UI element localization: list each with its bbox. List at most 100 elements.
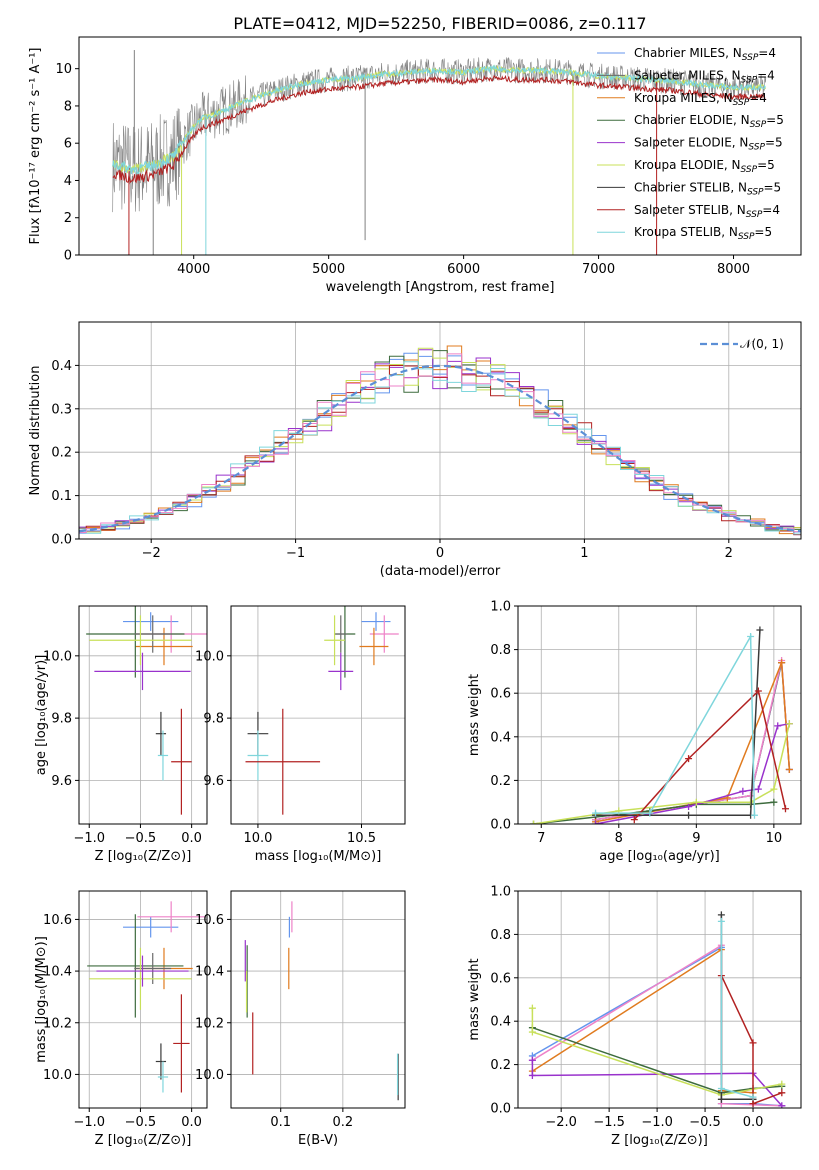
y-tick-label: 10.0 [43,649,72,664]
weight-vs-metallicity-panel: −2.0 −1.5 −1.0 −0.5 0.0 0.0 0.2 0.4 0.6 0.8 1.0 Z [… [467,885,802,1148]
y-tick-label: 10.4 [43,965,72,980]
age-vs-metallicity-panel: −1.0 −0.5 0.0 9.6 9.8 10.0 Z [log₁₀(Z/Z⊙)] age … [34,605,208,864]
weight-marker [685,755,693,763]
x-axis-label: Z [log₁₀(Z/Z⊙)] [611,1133,708,1148]
weight-marker [528,1071,536,1079]
x-tick-label: 8 [615,831,623,846]
x-tick-label: 2 [725,546,733,561]
weight-marker [774,722,782,730]
y-axis-label: age [log₁₀(age/yr)] [34,655,49,776]
legend-label: Salpeter STELIB, NSSP=4 [634,203,780,220]
plot-frame [230,605,406,825]
figure-title: PLATE=0412, MJD=52250, FIBERID=0086, z=0… [233,14,646,33]
x-tick-label: 5000 [312,262,345,277]
y-tick-label: 0.8 [490,928,511,943]
residuals-panel: −2 −1 0 1 2 0.0 0.1 0.2 0.3 0.4 (data-model)/error… [28,321,802,579]
y-tick-label: 0.0 [490,1102,511,1117]
weight-vs-age-panel: 7 8 9 10 0.0 0.2 0.4 0.6 0.8 1.0 age [log₁₀(age/yr… [467,600,802,864]
plot-frame [78,890,208,1109]
model-fit-line [112,74,766,184]
weight-marker [717,1084,725,1092]
x-tick-label: 6000 [447,262,480,277]
weight-line [595,662,791,823]
y-axis-label: mass weight [467,958,482,1040]
y-tick-label: 1.0 [490,600,511,615]
plot-frame [78,605,208,825]
y-tick-label: 9.6 [51,774,72,789]
y-tick-label: 2 [64,211,72,226]
weight-marker [717,917,725,925]
y-tick-label: 10.2 [195,1016,224,1031]
weight-marker [646,809,654,817]
x-tick-label: 8000 [717,262,750,277]
x-tick-label: −2 [142,546,161,561]
x-tick-label: −2.0 [545,1115,577,1130]
legend-label: Kroupa STELIB, NSSP=5 [634,225,772,242]
y-tick-label: 0.4 [51,359,72,374]
weight-marker [778,1102,786,1108]
y-tick-label: 0.3 [51,402,72,417]
x-tick-label: −1.0 [641,1115,673,1130]
x-tick-label: 7 [537,831,545,846]
weight-marker [528,1004,536,1012]
weight-marker [685,803,693,811]
weight-marker [530,820,538,824]
x-tick-label: 0.0 [743,1115,764,1130]
plot-frame [78,36,802,256]
weight-line [595,660,791,821]
y-tick-label: 10.0 [195,1068,224,1083]
weight-marker [692,798,700,806]
y-tick-label: 10.6 [43,913,72,928]
weight-marker [785,720,793,728]
mass-vs-metallicity-panel: −1.0 −0.5 0.0 10.0 10.2 10.4 10.6 Z [log₁₀(Z/Z⊙… [34,890,208,1148]
histogram-step [79,352,801,534]
y-tick-label: 10 [55,62,72,77]
weight-marker [747,633,755,641]
y-tick-label: 8 [64,99,72,114]
weight-marker [717,911,725,919]
x-tick-label: 10 [766,831,783,846]
spectrum-panel: 4000 5000 6000 7000 8000 0 2 4 6 8 10 wavelength [A… [28,36,802,295]
weight-marker [685,811,693,819]
y-tick-label: 10.4 [195,965,224,980]
plot-frame [517,605,802,825]
weight-marker [739,787,747,795]
weight-line [633,689,787,821]
y-tick-label: 9.6 [203,774,224,789]
x-tick-label: 0.1 [270,1115,291,1130]
weight-marker [778,1080,786,1088]
plot-frame [230,890,406,1109]
x-tick-label: 4000 [177,262,210,277]
legend-label: Kroupa ELODIE, NSSP=5 [634,158,775,175]
weight-line [531,1008,782,1096]
x-tick-label: 0.0 [181,831,202,846]
y-tick-label: 0.8 [490,643,511,658]
x-axis-label: wavelength [Angstrom, rest frame] [326,280,555,295]
weight-line [595,629,761,817]
legend-label: Chabrier ELODIE, NSSP=5 [634,113,784,130]
y-tick-label: 10.2 [43,1016,72,1031]
weight-marker [778,659,786,667]
weight-line [720,914,753,1101]
weight-marker [754,785,762,793]
y-tick-label: 0 [64,249,72,264]
x-tick-label: −0.5 [689,1115,721,1130]
y-tick-label: 0.6 [490,971,511,986]
y-tick-label: 10.0 [195,649,224,664]
weight-marker [770,785,778,793]
x-tick-label: −1.0 [73,831,105,846]
y-axis-label: mass weight [467,674,482,756]
x-tick-label: 9 [692,831,700,846]
weight-marker [630,816,638,824]
plot-area [86,606,207,815]
plot-area [245,606,399,815]
weight-line [531,1060,783,1107]
weight-marker [778,1089,786,1097]
x-axis-label: age [log₁₀(age/yr)] [599,849,720,864]
x-axis-label: mass [log₁₀(M/M⊙)] [255,849,382,864]
legend-label: Salpeter MILES, NSSP=4 [634,68,775,85]
weight-marker [749,1100,757,1108]
legend-label: Chabrier MILES, NSSP=4 [634,46,776,63]
x-tick-label: 0.2 [333,1115,354,1130]
